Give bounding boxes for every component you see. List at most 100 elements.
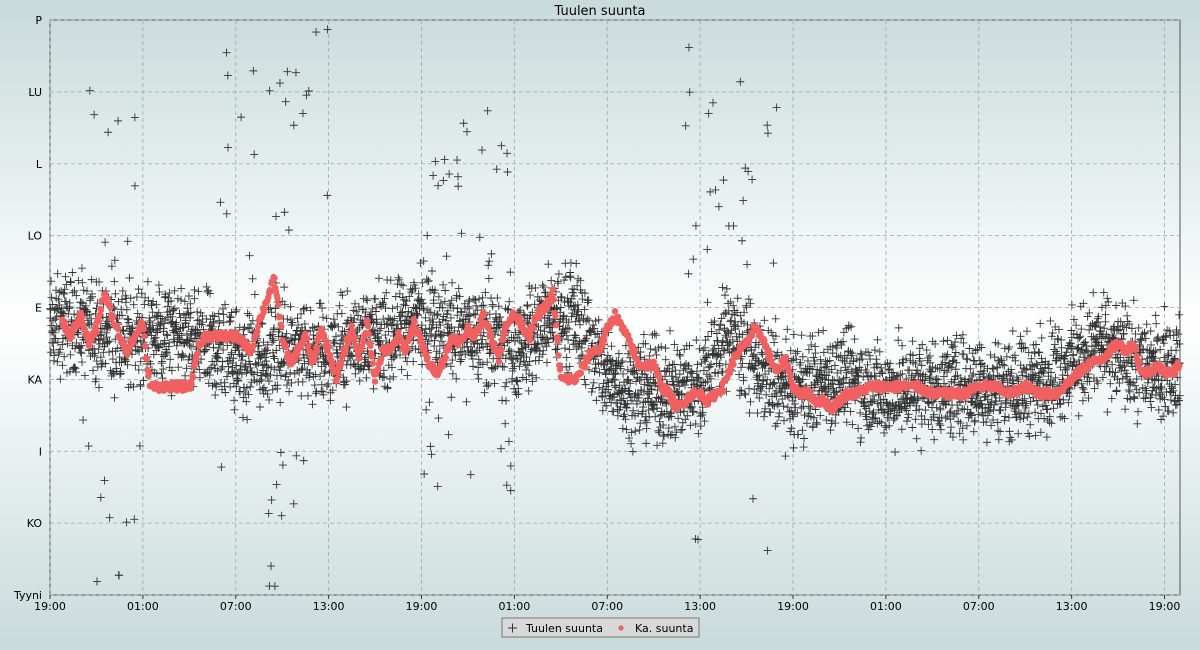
data-point-plus (409, 357, 418, 366)
data-point-plus (216, 198, 225, 207)
data-point-plus (236, 361, 245, 370)
data-point-plus (55, 288, 64, 297)
data-point-circle (424, 354, 431, 361)
data-point-plus (222, 48, 231, 57)
data-point-plus (576, 276, 585, 285)
data-point-plus (383, 383, 392, 392)
data-point-plus (211, 391, 220, 400)
data-point-plus (593, 329, 602, 338)
data-point-plus (172, 318, 181, 327)
data-point-plus (387, 363, 396, 372)
data-point-plus (551, 345, 560, 354)
data-point-plus (519, 349, 528, 358)
data-point-plus (60, 352, 69, 361)
data-point-plus (277, 511, 286, 520)
data-point-circle (140, 325, 147, 333)
data-point-circle (97, 306, 105, 314)
data-point-plus (487, 249, 496, 258)
data-point-plus (407, 308, 416, 317)
data-point-plus (169, 305, 178, 314)
data-point-plus (440, 155, 449, 164)
data-point-plus (382, 320, 391, 329)
data-point-plus (235, 350, 244, 359)
data-point-plus (283, 315, 292, 324)
data-point-plus (215, 319, 224, 328)
data-point-plus (74, 276, 83, 285)
data-point-plus (414, 289, 423, 298)
data-point-plus (179, 323, 188, 332)
data-point-plus (159, 365, 168, 374)
data-point-plus (46, 305, 55, 314)
data-point-plus (258, 361, 267, 370)
data-point-plus (626, 379, 635, 388)
data-point-plus (202, 282, 211, 291)
data-point-plus (389, 321, 398, 330)
data-point-plus (250, 290, 259, 299)
data-point-plus (478, 293, 487, 302)
data-point-plus (589, 378, 598, 387)
data-point-plus (515, 362, 524, 371)
data-point-plus (272, 212, 281, 221)
x-tick-label: 13:00 (1056, 600, 1088, 613)
data-point-plus (627, 428, 636, 437)
data-point-plus (454, 284, 463, 293)
data-point-plus (425, 325, 434, 334)
data-point-plus (237, 370, 246, 379)
data-point-plus (384, 361, 393, 370)
data-point-plus (338, 291, 347, 300)
data-point-plus (422, 275, 431, 284)
data-point-circle (364, 317, 371, 324)
data-point-plus (459, 119, 468, 128)
data-point-plus (447, 322, 456, 331)
data-point-circle (349, 327, 356, 335)
data-point-plus (195, 373, 204, 382)
data-point-plus (625, 387, 634, 396)
data-point-plus (439, 280, 448, 289)
data-point-plus (186, 331, 195, 340)
data-point-plus (71, 364, 80, 373)
data-point-plus (323, 191, 332, 200)
data-point-plus (276, 448, 285, 457)
data-point-plus (478, 360, 487, 369)
data-point-plus (456, 357, 465, 366)
data-point-plus (180, 297, 189, 306)
data-point-plus (288, 318, 297, 327)
y-tick-label: P (35, 14, 42, 27)
data-point-plus (212, 380, 221, 389)
data-point-plus (306, 306, 315, 315)
data-point-plus (87, 318, 96, 327)
data-point-plus (475, 294, 484, 303)
data-point-plus (330, 339, 339, 348)
data-point-plus (477, 302, 486, 310)
data-point-plus (562, 331, 571, 340)
data-point-plus (601, 370, 610, 379)
data-point-plus (622, 403, 631, 412)
data-point-plus (500, 362, 509, 371)
data-point-plus (193, 307, 202, 316)
data-point-circle (487, 333, 495, 340)
data-point-plus (641, 339, 650, 348)
data-point-plus (53, 357, 62, 366)
data-point-plus (284, 226, 293, 235)
data-point-circle (278, 323, 285, 330)
data-point-plus (224, 362, 233, 371)
data-point-circle (189, 374, 197, 381)
data-point-plus (429, 171, 438, 180)
data-point-plus (561, 272, 570, 281)
data-point-plus (257, 375, 266, 384)
data-point-plus (219, 345, 228, 354)
data-point-plus (440, 297, 449, 306)
data-point-plus (275, 366, 284, 375)
data-point-plus (123, 360, 132, 369)
data-point-plus (72, 291, 81, 300)
data-point-plus (77, 358, 86, 367)
data-point-plus (95, 277, 104, 286)
data-point-plus (92, 577, 101, 586)
x-tick-label: 07:00 (591, 600, 623, 613)
data-point-plus (588, 339, 597, 348)
data-point-plus (316, 299, 325, 308)
data-point-plus (239, 393, 248, 402)
data-point-plus (506, 461, 515, 470)
data-point-plus (332, 349, 341, 358)
